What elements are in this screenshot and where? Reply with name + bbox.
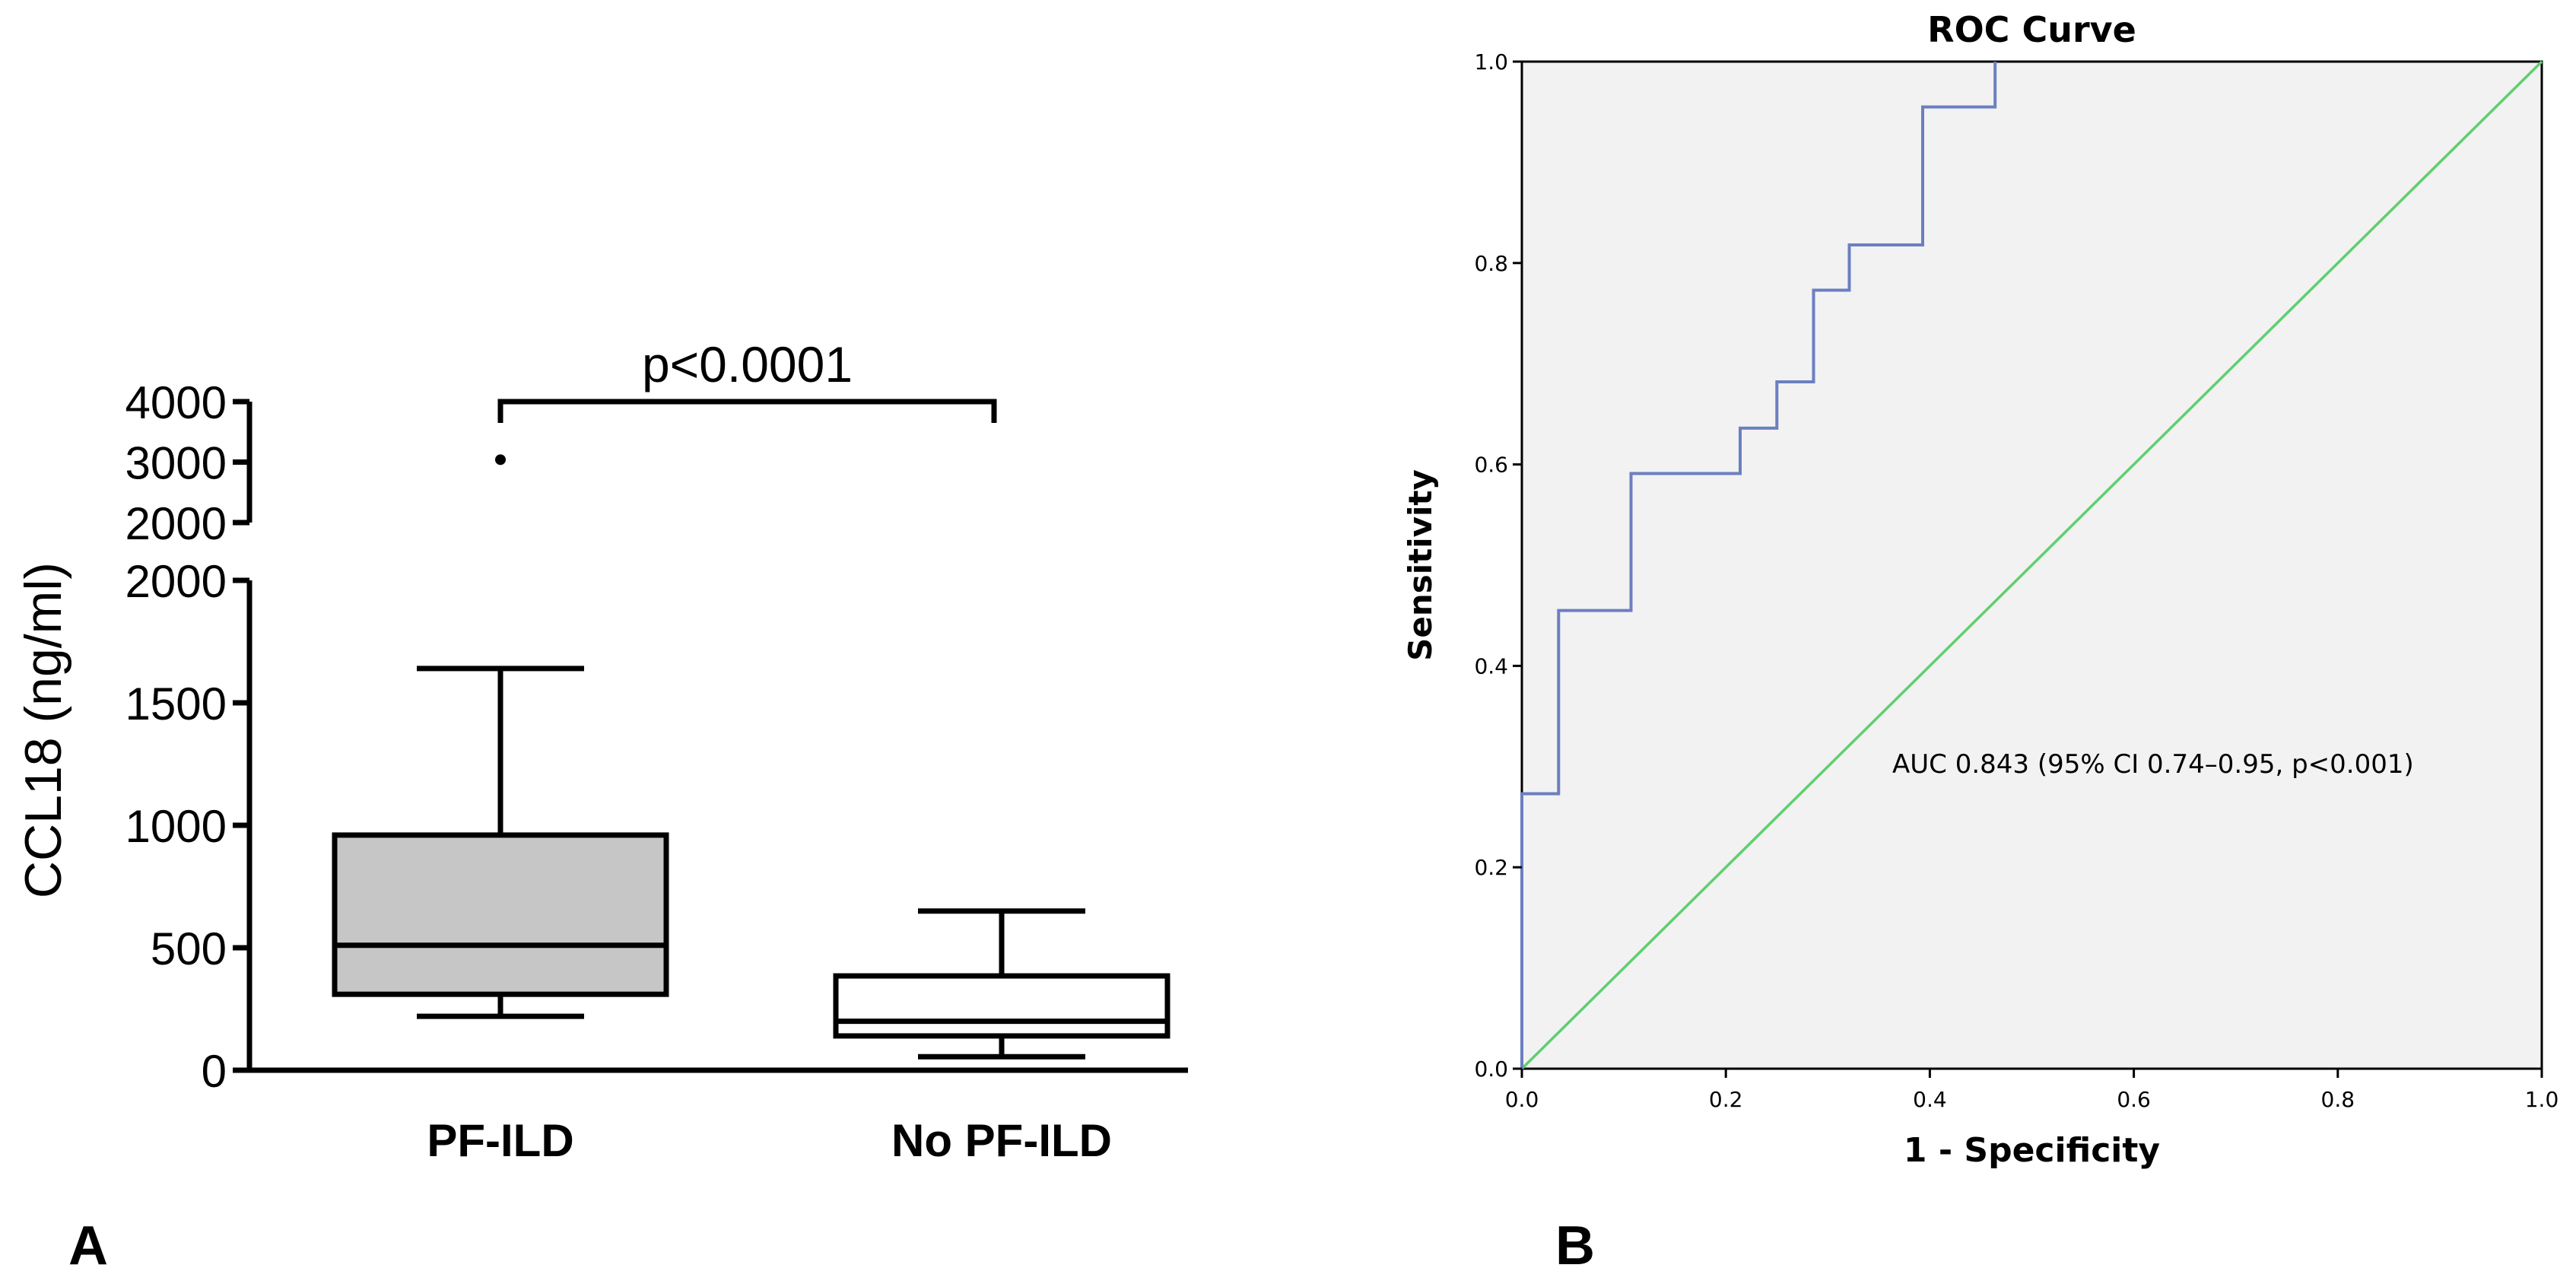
y-tick-label: 0.0 (1474, 1057, 1508, 1082)
y-tick-label: 0 (202, 1046, 227, 1097)
reference-line (1520, 60, 2543, 1070)
y-tick-label: 2000 (125, 498, 227, 549)
x-tick-label: 0.2 (1709, 1087, 1743, 1112)
significance-bracket (497, 399, 997, 423)
y-tick-label: 1000 (125, 801, 227, 852)
y-tick-label: 1500 (125, 678, 227, 729)
x-axis-title: 1 - Specificity (1904, 1131, 2160, 1170)
box (833, 973, 1170, 1039)
y-tick-label: 0.6 (1474, 453, 1508, 478)
x-tick-label: 0.0 (1505, 1087, 1539, 1112)
y-tick-label: 0.2 (1474, 855, 1508, 880)
y-tick-label: 500 (151, 923, 227, 974)
x-category-label: PF-ILD (427, 1115, 573, 1166)
y-tick-label: 1.0 (1474, 49, 1508, 75)
x-tick-label: 0.8 (2321, 1087, 2355, 1112)
x-tick-label: 1.0 (2525, 1087, 2559, 1112)
y-axis-title: Sensitivity (1402, 469, 1439, 661)
chart-title: ROC Curve (1927, 9, 2136, 50)
y-tick-label: 2000 (125, 556, 227, 607)
outlier-point (495, 454, 506, 466)
p-value-annotation: p<0.0001 (642, 336, 853, 392)
panel-label-a: A (68, 1216, 108, 1276)
roc-curve-line (1520, 62, 1997, 1069)
auc-annotation: AUC 0.843 (95% CI 0.74–0.95, p<0.001) (1892, 749, 2414, 780)
y-axis-title: CCL18 (ng/ml) (14, 562, 72, 898)
box (332, 832, 669, 997)
y-tick-label: 3000 (125, 438, 227, 489)
y-tick-label: 0.4 (1474, 653, 1508, 678)
panel-label-b: B (1555, 1216, 1595, 1276)
y-tick-label: 0.8 (1474, 251, 1508, 276)
panel-b-roc-curve: 0.0 0.2 0.4 0.6 0.8 1.0 0.0 0.2 0.4 0.6 0.8 1.0 ROC … (1402, 9, 2559, 1170)
x-category-label: No PF-ILD (891, 1115, 1112, 1166)
y-tick-label: 4000 (125, 377, 227, 428)
panel-a-boxplot: 0 500 1000 1500 2000 2000 3000 4000 CCL18 (ng/ml… (14, 336, 1188, 1166)
x-tick-label: 0.6 (2117, 1087, 2151, 1112)
x-tick-label: 0.4 (1913, 1087, 1947, 1112)
